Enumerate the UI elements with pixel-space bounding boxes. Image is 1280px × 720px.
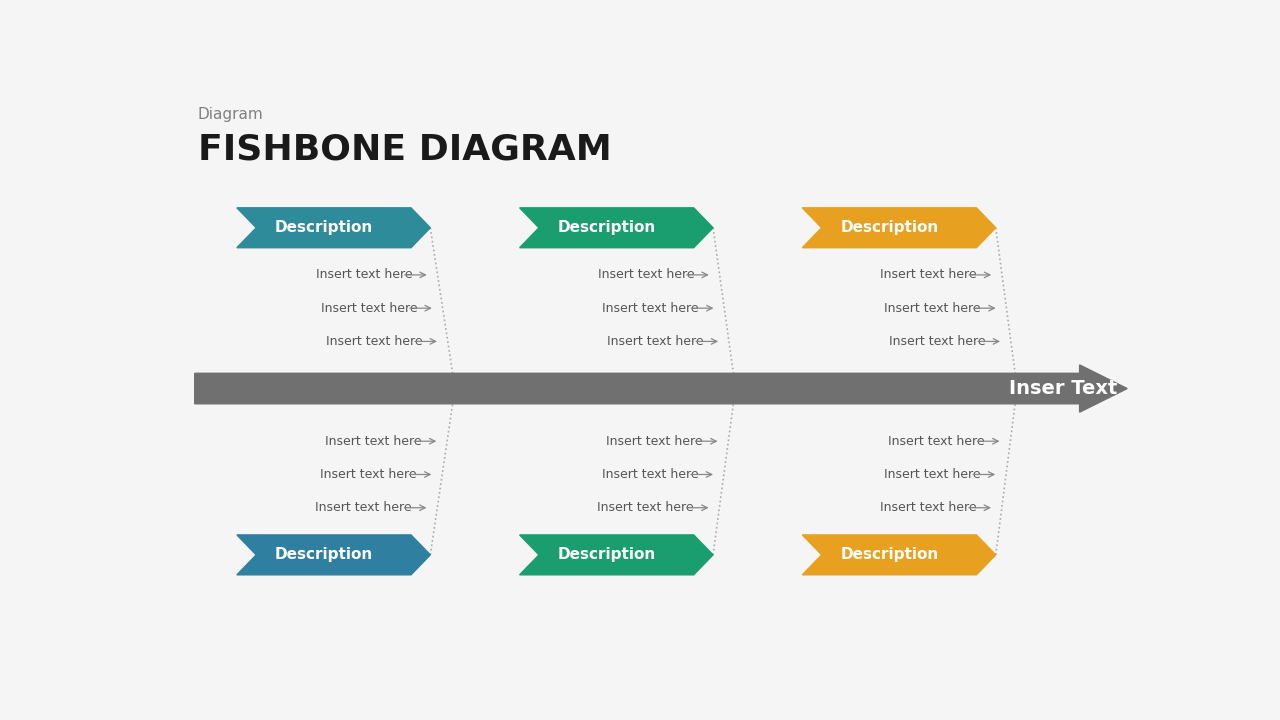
Text: Insert text here: Insert text here [598,501,694,514]
Text: Insert text here: Insert text here [607,335,704,348]
Text: Insert text here: Insert text here [325,435,421,448]
Text: Insert text here: Insert text here [603,302,699,315]
Polygon shape [237,208,430,248]
Text: Description: Description [275,220,372,235]
Text: Insert text here: Insert text here [598,269,694,282]
Text: Insert text here: Insert text here [316,269,412,282]
Polygon shape [520,208,713,248]
FancyArrow shape [195,365,1128,412]
Polygon shape [520,535,713,575]
Text: Insert text here: Insert text here [884,468,980,481]
Text: Description: Description [558,220,655,235]
Text: Insert text here: Insert text here [315,501,412,514]
Text: Insert text here: Insert text here [888,435,984,448]
Text: FISHBONE DIAGRAM: FISHBONE DIAGRAM [197,132,612,167]
Text: Insert text here: Insert text here [884,302,980,315]
Text: Description: Description [840,547,938,562]
Text: Insert text here: Insert text here [607,435,703,448]
Text: Insert text here: Insert text here [879,501,977,514]
Polygon shape [803,208,996,248]
Text: Insert text here: Insert text here [325,335,422,348]
Polygon shape [237,535,430,575]
Text: Diagram: Diagram [197,107,264,122]
Polygon shape [803,535,996,575]
Text: Description: Description [558,547,655,562]
Text: Description: Description [840,220,938,235]
Text: Inser Text: Inser Text [1009,379,1117,398]
Text: Description: Description [275,547,372,562]
Text: Insert text here: Insert text here [320,468,417,481]
Text: Insert text here: Insert text here [881,269,977,282]
Text: Insert text here: Insert text here [888,335,986,348]
Text: Insert text here: Insert text here [320,302,417,315]
Text: Insert text here: Insert text here [602,468,699,481]
